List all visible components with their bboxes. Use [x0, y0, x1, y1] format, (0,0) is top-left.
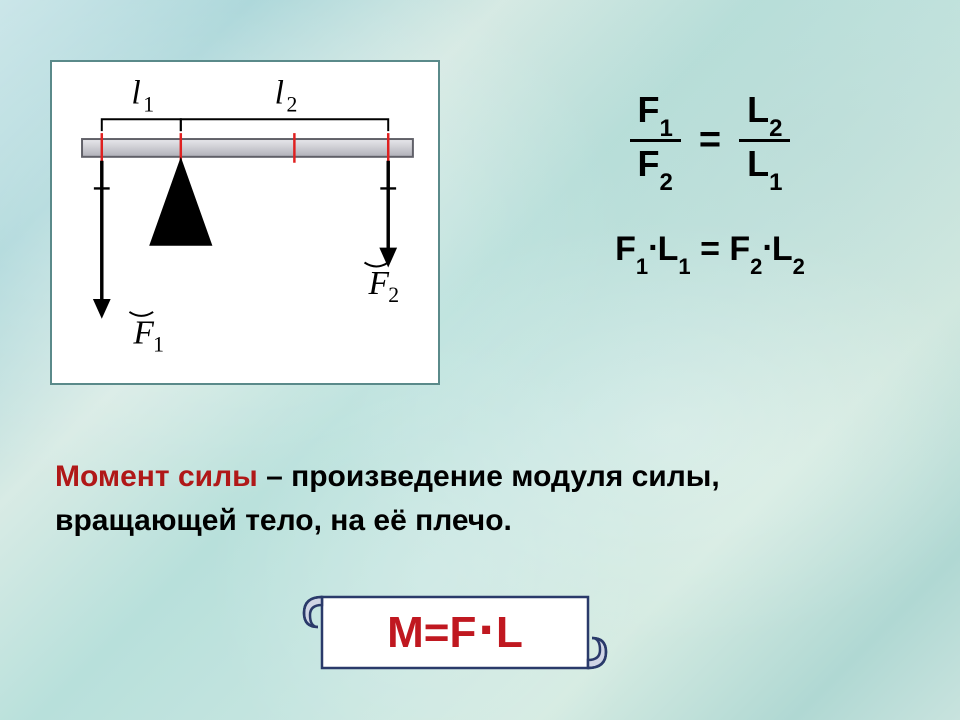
l2-sub: 2 — [769, 115, 782, 142]
svg-text:l: l — [275, 74, 284, 111]
lever-svg: l1l2 F1F2 — [52, 62, 438, 383]
svg-text:1: 1 — [143, 92, 154, 116]
f2-sub: 2 — [660, 169, 673, 196]
svg-text:2: 2 — [286, 92, 297, 116]
svg-text:F: F — [132, 314, 154, 351]
f1-num: F — [638, 89, 660, 130]
svg-text:1: 1 — [153, 332, 164, 356]
l2-num: L — [747, 89, 769, 130]
equals-sign: = — [699, 119, 721, 162]
main-formula-text: M = F.L — [290, 585, 620, 680]
ratio-formula: F1 F2 = L2 L1 — [530, 90, 890, 190]
formula-scroll: M = F.L — [290, 585, 620, 680]
formula-area: F1 F2 = L2 L1 F1.L1 = F2.L2 — [530, 90, 890, 274]
product-formula: F1.L1 = F2.L2 — [530, 230, 890, 274]
moment-definition: Момент силы – произведение модуля силы, … — [55, 455, 825, 542]
fraction-right: L2 L1 — [739, 90, 790, 190]
svg-text:F: F — [367, 265, 389, 302]
fraction-left: F1 F2 — [630, 90, 681, 190]
l1-den: L — [747, 143, 769, 184]
f1-sub: 1 — [660, 115, 673, 142]
lever-diagram: l1l2 F1F2 — [50, 60, 440, 385]
svg-text:l: l — [131, 74, 140, 111]
definition-term: Момент силы — [55, 460, 258, 493]
svg-text:2: 2 — [388, 283, 399, 307]
f2-den: F — [638, 143, 660, 184]
l1-sub: 1 — [769, 169, 782, 196]
